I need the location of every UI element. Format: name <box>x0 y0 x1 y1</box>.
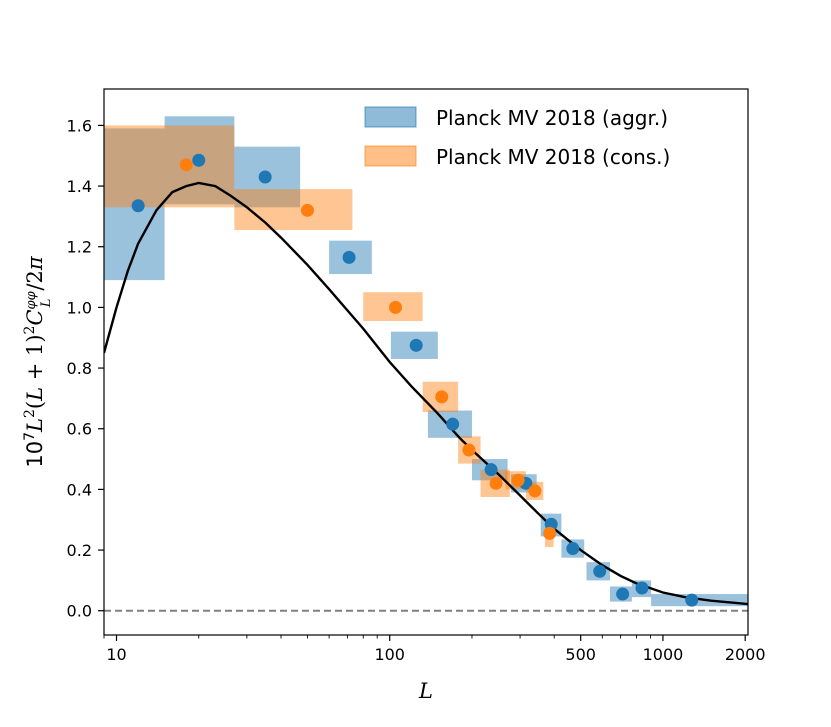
data-point-cons-3 <box>435 390 449 404</box>
data-point-aggr-13 <box>685 593 699 607</box>
plot-area <box>104 116 748 612</box>
y-axis: 0.0 0.2 0.4 0.6 0.8 1.0 1.2 1.4 1.6 <box>67 116 104 621</box>
y-tick-label-7: 1.4 <box>67 177 92 196</box>
data-point-cons-0 <box>179 158 193 172</box>
y-tick-label-3: 0.6 <box>67 420 92 439</box>
error-box-cons-0 <box>104 125 235 208</box>
x-axis: 10 100 500 1000 2000 <box>103 635 766 664</box>
data-point-aggr-12 <box>635 581 649 595</box>
y-tick-label-8: 1.6 <box>67 116 92 135</box>
data-point-aggr-11 <box>616 587 630 601</box>
legend-label-cons: Planck MV 2018 (cons.) <box>436 145 670 169</box>
y-tick-label-1: 0.2 <box>67 541 92 560</box>
y-tick-label-2: 0.4 <box>67 480 92 499</box>
data-point-cons-5 <box>489 476 503 490</box>
y-axis-label: 107L2(L + 1)2CφφL/2π <box>22 255 54 467</box>
legend: Planck MV 2018 (aggr.) Planck MV 2018 (c… <box>364 106 670 169</box>
legend-swatch-cons <box>364 145 417 167</box>
data-point-aggr-10 <box>593 564 607 578</box>
legend-swatch-aggr <box>364 106 417 128</box>
data-point-aggr-0 <box>131 199 145 213</box>
error-box-cons-1 <box>234 189 353 231</box>
x-tick-label-2: 500 <box>565 645 596 664</box>
data-point-aggr-3 <box>342 250 356 264</box>
data-point-cons-6 <box>511 473 525 487</box>
y-tick-label-0: 0.0 <box>67 602 92 621</box>
data-point-cons-1 <box>300 203 314 217</box>
plot-content <box>104 116 748 612</box>
y-tick-label-4: 0.8 <box>67 359 92 378</box>
data-point-aggr-4 <box>409 338 423 352</box>
data-point-aggr-9 <box>566 542 580 556</box>
y-tick-label-5: 1.0 <box>67 298 92 317</box>
y-tick-label-6: 1.2 <box>67 238 92 257</box>
model-curve <box>104 181 748 606</box>
data-point-cons-4 <box>462 443 476 457</box>
data-point-aggr-6 <box>484 463 498 477</box>
x-tick-label-4: 2000 <box>725 645 766 664</box>
data-point-cons-2 <box>389 300 403 314</box>
axes-frame <box>103 88 749 636</box>
data-point-aggr-2 <box>258 170 272 184</box>
data-point-cons-8 <box>543 526 557 540</box>
x-tick-label-1: 100 <box>374 645 405 664</box>
data-point-cons-7 <box>528 484 542 498</box>
legend-label-aggr: Planck MV 2018 (aggr.) <box>436 106 668 130</box>
data-point-aggr-1 <box>192 153 206 167</box>
data-point-aggr-5 <box>446 417 460 431</box>
x-axis-label: L <box>418 679 433 703</box>
x-tick-label-0: 10 <box>106 645 126 664</box>
x-tick-label-3: 1000 <box>643 645 684 664</box>
